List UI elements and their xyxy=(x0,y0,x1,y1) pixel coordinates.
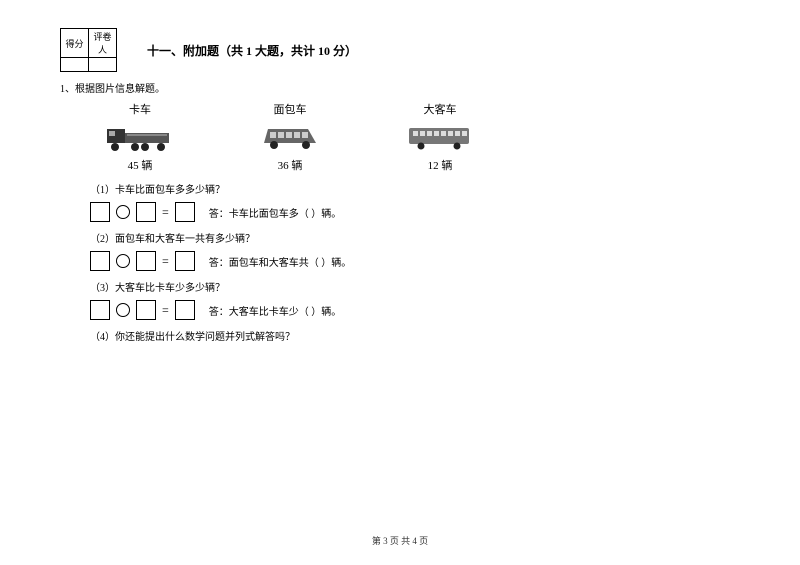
van-count: 36 辆 xyxy=(278,157,303,173)
input-box[interactable] xyxy=(136,202,156,222)
score-cell-label: 得分 xyxy=(61,29,89,58)
section-title: 十一、附加题（共 1 大题，共计 10 分） xyxy=(147,42,357,59)
equation-row-3: = 答：大客车比卡车少（ ）辆。 xyxy=(90,300,740,320)
truck-icon xyxy=(105,121,175,153)
equals-sign: = xyxy=(162,254,169,269)
vehicle-van: 面包车 36 辆 xyxy=(250,101,330,173)
van-icon xyxy=(255,121,325,153)
operator-circle[interactable] xyxy=(116,205,130,219)
equals-sign: = xyxy=(162,205,169,220)
sub-question-1: （1）卡车比面包车多多少辆？ xyxy=(90,181,740,196)
question-intro: 1、根据图片信息解题。 xyxy=(60,80,740,95)
answer-text-2: 答：面包车和大客车共（ ）辆。 xyxy=(209,254,352,269)
answer-text-3: 答：大客车比卡车少（ ）辆。 xyxy=(209,303,342,318)
input-box[interactable] xyxy=(175,300,195,320)
vehicle-bus: 大客车 12 辆 xyxy=(400,101,480,173)
vehicles-row: 卡车 45 辆 面包车 xyxy=(100,101,740,173)
score-cell-blank xyxy=(61,58,89,72)
bus-label: 大客车 xyxy=(424,101,457,117)
truck-count: 45 辆 xyxy=(128,157,153,173)
input-box[interactable] xyxy=(136,251,156,271)
sub-question-3: （3）大客车比卡车少多少辆？ xyxy=(90,279,740,294)
sub-question-4: （4）你还能提出什么数学问题并列式解答吗？ xyxy=(90,328,740,343)
operator-circle[interactable] xyxy=(116,254,130,268)
van-label: 面包车 xyxy=(274,101,307,117)
bus-count: 12 辆 xyxy=(428,157,453,173)
equation-row-2: = 答：面包车和大客车共（ ）辆。 xyxy=(90,251,740,271)
truck-label: 卡车 xyxy=(129,101,151,117)
vehicle-truck: 卡车 45 辆 xyxy=(100,101,180,173)
page-footer: 第 3 页 共 4 页 xyxy=(0,534,800,547)
grader-cell-label: 评卷人 xyxy=(89,29,117,58)
equation-row-1: = 答：卡车比面包车多（ ）辆。 xyxy=(90,202,740,222)
input-box[interactable] xyxy=(175,202,195,222)
bus-icon xyxy=(405,121,475,153)
input-box[interactable] xyxy=(90,300,110,320)
grader-cell-blank xyxy=(89,58,117,72)
input-box[interactable] xyxy=(90,251,110,271)
answer-text-1: 答：卡车比面包车多（ ）辆。 xyxy=(209,205,342,220)
sub-question-2: （2）面包车和大客车一共有多少辆？ xyxy=(90,230,740,245)
score-table: 得分 评卷人 xyxy=(60,28,117,72)
equals-sign: = xyxy=(162,303,169,318)
page-content: 得分 评卷人 十一、附加题（共 1 大题，共计 10 分） 1、根据图片信息解题… xyxy=(0,0,800,343)
input-box[interactable] xyxy=(136,300,156,320)
section-header: 得分 评卷人 十一、附加题（共 1 大题，共计 10 分） xyxy=(60,28,740,72)
input-box[interactable] xyxy=(90,202,110,222)
operator-circle[interactable] xyxy=(116,303,130,317)
input-box[interactable] xyxy=(175,251,195,271)
